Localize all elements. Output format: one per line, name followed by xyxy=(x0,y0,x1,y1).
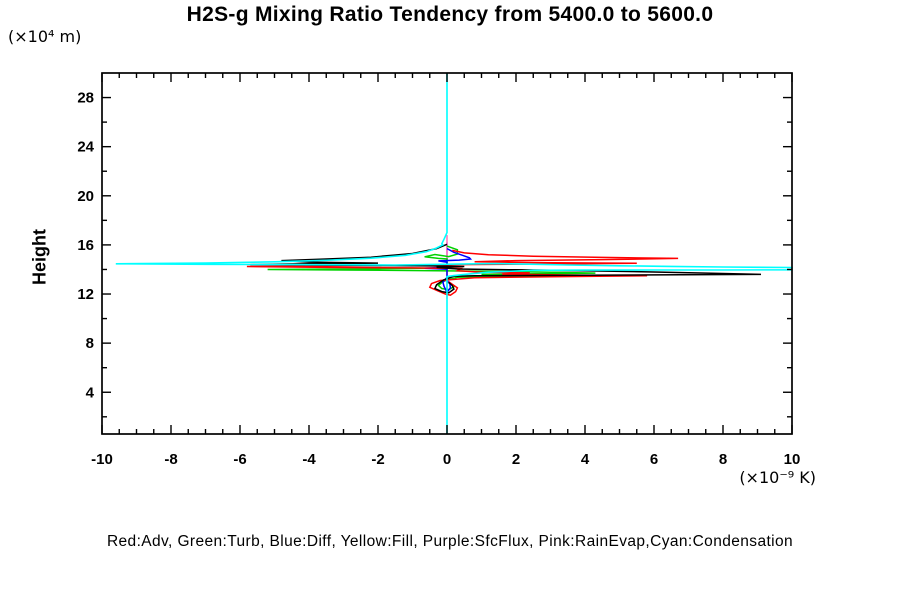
x-tick-label: 2 xyxy=(512,451,520,468)
series-condensation xyxy=(115,73,793,434)
x-tick-label: -4 xyxy=(302,451,316,468)
y-tick-label: 8 xyxy=(86,335,94,352)
x-tick-label: -6 xyxy=(233,451,246,468)
y-axis-unit-label: (×10⁴ m) xyxy=(8,27,82,46)
y-tick-label: 4 xyxy=(86,384,95,401)
x-tick-label: 10 xyxy=(784,451,801,468)
x-tick-label: 0 xyxy=(443,451,451,468)
chart-title: H2S-g Mixing Ratio Tendency from 5400.0 … xyxy=(186,3,714,26)
x-tick-label: -10 xyxy=(91,451,113,468)
y-tick-label: 16 xyxy=(77,237,94,254)
x-axis-unit-label: (×10⁻⁹ K) xyxy=(739,468,816,487)
y-tick-label: 28 xyxy=(77,90,94,107)
y-tick-label: 20 xyxy=(77,188,94,205)
x-tick-label: 4 xyxy=(581,451,590,468)
series-turb xyxy=(267,245,596,291)
series-adv xyxy=(246,249,679,297)
legend-text: Red:Adv, Green:Turb, Blue:Diff, Yellow:F… xyxy=(106,533,794,550)
x-tick-label: -8 xyxy=(164,451,177,468)
x-tick-label: -2 xyxy=(371,451,384,468)
x-tick-label: 8 xyxy=(719,451,727,468)
x-tick-label: 6 xyxy=(650,451,658,468)
y-tick-label: 24 xyxy=(77,139,94,156)
y-tick-label: 12 xyxy=(77,286,94,303)
